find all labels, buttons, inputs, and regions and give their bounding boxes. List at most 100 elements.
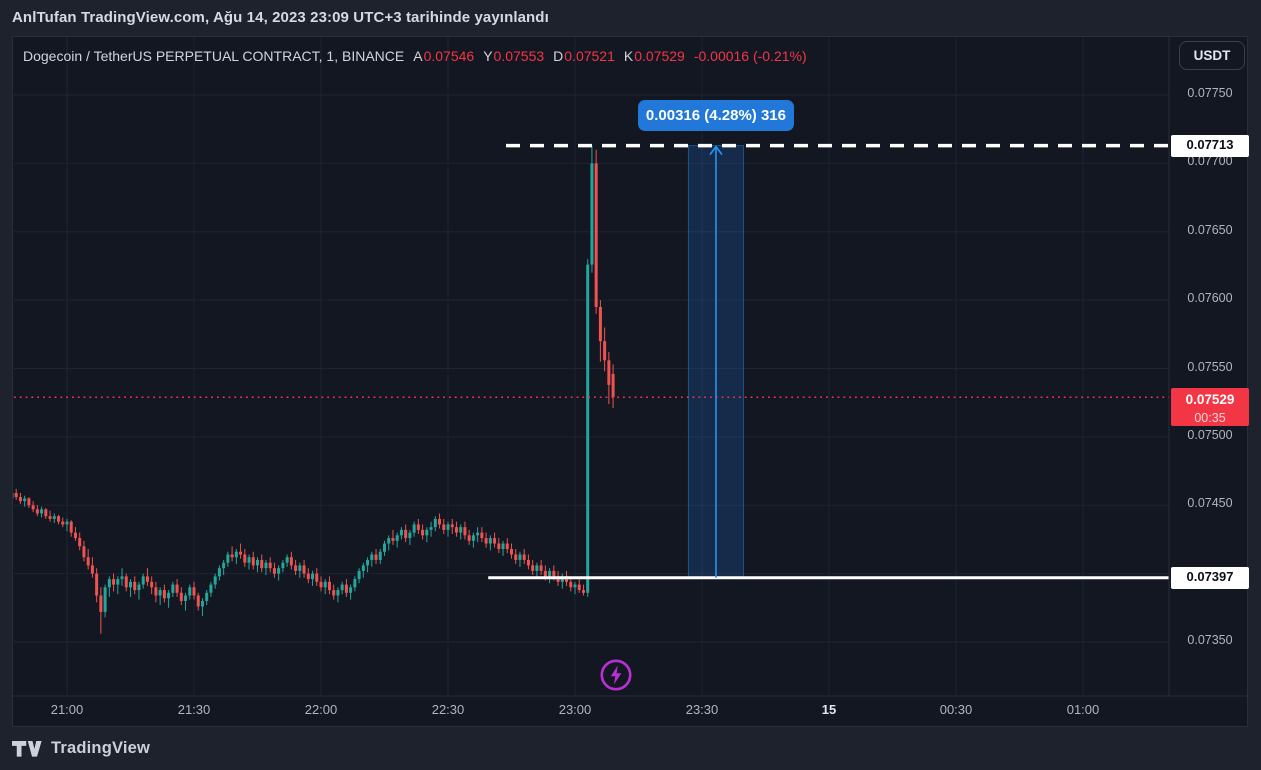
candle	[124, 573, 128, 592]
candle	[107, 576, 111, 597]
lightning-icon	[599, 658, 633, 692]
candle	[171, 581, 175, 597]
bar-countdown: 00:35	[1194, 410, 1226, 425]
candle	[40, 506, 44, 518]
price-tick-label: 0.07650	[1187, 222, 1233, 237]
ohlc-key-Y: Y	[483, 47, 493, 64]
tradingview-wordmark: TradingView	[51, 739, 151, 757]
candle	[311, 570, 315, 586]
candle	[332, 584, 336, 600]
candle	[298, 562, 302, 578]
candle	[408, 529, 412, 545]
candle	[192, 581, 196, 600]
candle	[175, 579, 179, 597]
candle	[471, 532, 475, 548]
candle	[281, 559, 285, 573]
price-tick-label: 0.07550	[1187, 359, 1233, 374]
candle	[514, 549, 518, 565]
time-tick-label: 23:30	[685, 702, 719, 717]
candle	[315, 568, 319, 586]
time-tick-label: 01:00	[1066, 702, 1100, 717]
ohlc-key-K: K	[623, 47, 634, 64]
candle	[247, 554, 251, 570]
candle	[239, 543, 243, 559]
candles-series	[13, 145, 615, 634]
candle	[560, 573, 564, 589]
time-tick-label: 15	[821, 702, 837, 717]
candle	[209, 581, 213, 597]
candle	[213, 573, 217, 589]
symbol-title: Dogecoin / TetherUS PERPETUAL CONTRACT, …	[23, 47, 405, 64]
candle	[31, 501, 35, 513]
candle	[222, 559, 226, 575]
candle	[387, 535, 391, 551]
candle	[217, 565, 221, 581]
ohlc-values: A0.07546 Y0.07553 D0.07521 K0.07529	[404, 48, 685, 64]
candle	[573, 581, 577, 595]
currency-toggle-button[interactable]: USDT	[1179, 41, 1245, 70]
candle	[336, 587, 340, 603]
candle	[184, 592, 188, 611]
candle	[230, 546, 234, 562]
candle	[226, 551, 230, 567]
candle	[69, 520, 73, 537]
candle	[272, 562, 276, 578]
candle	[179, 587, 183, 606]
candle	[61, 517, 65, 528]
time-tick-label: 22:30	[431, 702, 465, 717]
low-line-badge: 0.07397	[1171, 566, 1249, 589]
candle	[391, 529, 395, 545]
ohlc-key-D: D	[553, 47, 564, 64]
tradingview-logo-icon	[12, 740, 42, 757]
candle	[412, 521, 416, 537]
ohlc-value-A: 0.07546	[423, 47, 475, 64]
price-tick-label: 0.07750	[1187, 86, 1233, 100]
grid-lines	[14, 37, 1169, 696]
candle	[200, 598, 204, 617]
candle	[158, 587, 162, 606]
footer: TradingView	[12, 727, 150, 770]
candle	[484, 532, 488, 548]
candle	[264, 559, 268, 575]
price-tick-label: 0.07600	[1187, 291, 1233, 306]
candle	[522, 549, 526, 565]
candle	[18, 492, 22, 504]
candle	[548, 568, 552, 584]
candle	[65, 518, 69, 532]
candle	[603, 327, 607, 372]
candle	[14, 488, 18, 500]
candle	[52, 513, 56, 524]
candle	[255, 557, 259, 573]
candle	[145, 568, 149, 586]
candle	[370, 551, 374, 567]
candle	[467, 529, 471, 545]
candle	[382, 540, 386, 556]
candle	[349, 584, 353, 600]
candle	[302, 559, 306, 578]
price-change: -0.00016 (-0.21%)	[693, 47, 807, 64]
candle	[23, 495, 27, 507]
candle	[586, 259, 590, 597]
candle	[526, 554, 530, 570]
ohlc-value-D: 0.07521	[564, 47, 615, 64]
candlestick-chart[interactable]	[13, 37, 1247, 726]
candle	[128, 579, 132, 597]
candle	[319, 576, 323, 592]
candle	[531, 559, 535, 575]
price-tick-label: 0.07500	[1187, 427, 1233, 442]
last-price-badge: 0.07529 00:35	[1171, 388, 1249, 427]
candle	[399, 527, 403, 540]
chart-header: Dogecoin / TetherUS PERPETUAL CONTRACT, …	[23, 37, 807, 74]
measure-tooltip[interactable]: 0.00316 (4.28%) 316	[637, 100, 794, 131]
candle	[450, 518, 454, 534]
candle	[374, 549, 378, 565]
candle	[488, 535, 492, 551]
time-tick-label: 23:00	[558, 702, 592, 717]
candle	[289, 551, 293, 570]
candle	[497, 538, 501, 554]
price-tick-label: 0.07350	[1187, 633, 1233, 647]
candle	[260, 554, 264, 573]
candle	[353, 576, 357, 592]
candle	[438, 513, 442, 529]
candle	[82, 540, 86, 562]
